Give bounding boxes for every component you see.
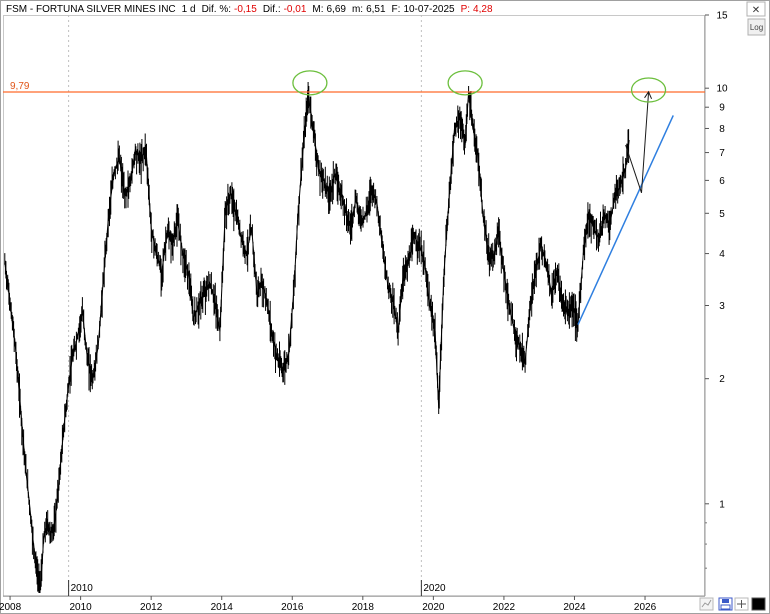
x-tick-label: 2018 (352, 602, 375, 613)
y-tick-label: 4 (719, 249, 725, 260)
x-tick-label: 2008 (0, 602, 22, 613)
crosshair-icon (737, 600, 746, 608)
support-trendline (577, 115, 674, 325)
color-swatch-icon (751, 597, 766, 611)
price-series-layer (4, 82, 630, 593)
projection-arrow (625, 91, 650, 193)
color-button[interactable] (751, 597, 766, 611)
x-tick-label: 2020 (422, 602, 445, 613)
x-tick-label: 2010 (69, 602, 92, 613)
highlight-ellipse (447, 70, 483, 96)
highlight-ellipse (292, 70, 328, 96)
save-icon (722, 599, 729, 603)
log-scale-button[interactable]: Log (747, 18, 766, 36)
chart-header: FSM - FORTUNA SILVER MINES INC 1 d Dif. %:… (6, 4, 493, 15)
line-chart-icon (701, 599, 712, 608)
resistance-label: 9,79 (10, 81, 30, 92)
x-axis: 2008 2010 2012 2014 2016 2018 2020 2022 2024 2026… (0, 580, 657, 613)
y-tick-label: 1 (719, 499, 725, 510)
decade-marker-label: 2010 (71, 583, 94, 594)
y-tick-label: 15 (716, 11, 728, 22)
price-line (4, 91, 630, 591)
x-tick-label: 2014 (211, 602, 234, 613)
save-button[interactable] (718, 597, 733, 611)
bottom-toolbar (699, 597, 766, 611)
y-tick-label: 5 (719, 209, 725, 220)
arrow-head (644, 90, 653, 100)
y-tick-label: 3 (719, 301, 725, 312)
x-tick-label: 2026 (634, 602, 657, 613)
y-tick-label: 6 (719, 176, 725, 187)
x-tick-label: 2012 (140, 602, 163, 613)
x-tick-label: 2022 (493, 602, 516, 613)
annotation-layer: 9,79 (3, 70, 705, 325)
y-axis: 1 2 3 4 5 6 7 8 9 10 15 (705, 11, 728, 569)
x-tick-label: 2024 (563, 602, 586, 613)
y-tick-label: 8 (719, 124, 725, 135)
close-icon: ✕ (752, 5, 760, 16)
decade-marker-label: 2020 (423, 583, 446, 594)
y-tick-label: 2 (719, 374, 725, 385)
grid-layer (68, 15, 422, 596)
close-button[interactable]: ✕ (746, 1, 766, 17)
y-tick-label: 10 (716, 84, 728, 95)
y-tick-label: 9 (719, 103, 725, 114)
header-title: FSM - FORTUNA SILVER MINES INC 1 d Dif. %:… (6, 4, 493, 15)
crosshair-button[interactable] (734, 597, 749, 611)
x-tick-label: 2016 (281, 602, 304, 613)
highlight-ellipse (630, 77, 667, 103)
log-scale-label: Log (750, 23, 763, 32)
chart-type-button[interactable] (699, 597, 714, 611)
y-tick-label: 7 (719, 148, 725, 159)
